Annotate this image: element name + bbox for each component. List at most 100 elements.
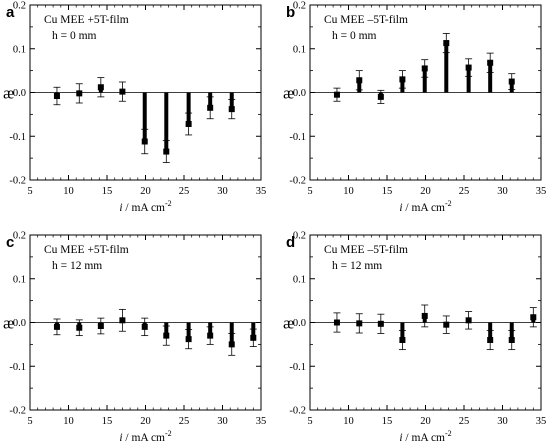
data-point	[228, 106, 235, 113]
y-tick-label: 0.2	[13, 231, 26, 242]
y-tick-label: 0.2	[293, 1, 306, 12]
x-tick-label: 5	[307, 416, 312, 427]
data-point	[207, 332, 214, 339]
data-bar	[444, 43, 449, 93]
panel-c: -0.2 -0.1 0.0 0.1 0.2 5 10 15 20 25 30 35 c Cu MEE +5…	[3, 231, 266, 445]
data-bar	[164, 92, 169, 152]
x-tick-label: 15	[382, 186, 393, 197]
data-point	[399, 337, 406, 343]
x-axis-label-symbol: i	[119, 202, 122, 214]
x-tick-label: 15	[102, 186, 113, 197]
x-tick-label: 25	[459, 416, 470, 427]
data-point	[356, 77, 363, 84]
x-axis-label-exponent: -2	[445, 199, 452, 208]
data-point	[487, 337, 494, 343]
data-point	[377, 93, 384, 100]
data-point	[97, 323, 104, 329]
x-tick-label: 5	[307, 186, 312, 197]
y-tick-label: -0.1	[289, 132, 306, 143]
x-tick-label: 20	[420, 416, 431, 427]
data-point	[377, 320, 384, 327]
data-point	[399, 76, 406, 83]
data-point	[119, 88, 126, 95]
x-tick-label: 5	[27, 186, 32, 197]
x-tick-label: 30	[217, 186, 228, 197]
data-point	[53, 93, 60, 99]
y-tick-label: -0.2	[9, 406, 26, 417]
x-axis-label-unit: / mA cm	[123, 202, 166, 214]
data-point	[530, 314, 537, 321]
data-point	[443, 40, 450, 47]
panel-d: -0.2 -0.1 0.0 0.1 0.2 5 10 15 20 25 30 35 d Cu MEE –5…	[283, 231, 546, 445]
data-point	[333, 91, 340, 98]
data-point	[443, 321, 450, 328]
data-point	[119, 317, 126, 324]
data-point	[421, 65, 428, 72]
annotation-sample: Cu MEE –5T-film	[324, 14, 408, 26]
data-point	[163, 332, 170, 339]
x-axis-label: i / mA cm-2	[399, 199, 451, 214]
x-tick-label: 20	[140, 186, 151, 197]
y-tick-label: -0.1	[9, 132, 26, 143]
panel-label: b	[286, 4, 295, 21]
annotation-sample: Cu MEE +5T-film	[44, 14, 129, 26]
data-point	[207, 104, 214, 111]
annotation-height: h = 12 mm	[332, 260, 382, 272]
y-tick-label: 0.1	[293, 44, 306, 55]
data-point	[228, 341, 235, 348]
panel-a: -0.2 -0.1 0.0 0.1 0.2 5 10 15 20 25 30 35 a Cu MEE +5…	[3, 1, 266, 215]
y-tick-label: 0.1	[293, 274, 306, 285]
x-axis-label-symbol: i	[399, 432, 402, 444]
x-tick-label: 10	[343, 416, 354, 427]
annotation-sample: Cu MEE –5T-film	[324, 244, 408, 256]
x-tick-label: 35	[536, 186, 547, 197]
data-point	[333, 319, 340, 326]
x-tick-label: 25	[179, 416, 190, 427]
y-tick-label: 0.0	[13, 318, 26, 329]
y-tick-label: 0.1	[13, 44, 26, 55]
data-point	[185, 121, 192, 127]
x-tick-label: 20	[420, 186, 431, 197]
panel-label: c	[6, 234, 14, 251]
y-axis-label: æ	[283, 314, 294, 333]
x-axis-label-exponent: -2	[165, 199, 172, 208]
annotation-height: h = 0 mm	[332, 30, 377, 42]
data-point	[508, 78, 515, 85]
y-axis-label: æ	[283, 84, 294, 103]
x-axis-label-exponent: -2	[445, 429, 452, 438]
x-tick-label: 20	[140, 416, 151, 427]
x-tick-label: 30	[217, 416, 228, 427]
x-axis-label-symbol: i	[119, 432, 122, 444]
data-bar	[422, 68, 427, 93]
panel-label: a	[6, 4, 15, 21]
y-tick-label: 0.0	[293, 318, 306, 329]
data-point	[508, 337, 515, 343]
x-tick-label: 15	[102, 416, 113, 427]
x-tick-label: 35	[536, 416, 547, 427]
data-point	[141, 323, 148, 330]
x-axis-label-unit: / mA cm	[403, 202, 446, 214]
data-point	[76, 324, 83, 331]
x-axis-label-exponent: -2	[165, 429, 172, 438]
panel-b: -0.2 -0.1 0.0 0.1 0.2 5 10 15 20 25 30 35 b Cu MEE –5…	[283, 1, 546, 215]
x-tick-label: 10	[63, 186, 74, 197]
data-point	[76, 90, 83, 97]
x-tick-label: 25	[179, 186, 190, 197]
x-axis-label-unit: / mA cm	[123, 432, 166, 444]
y-tick-label: 0.2	[293, 231, 306, 242]
x-axis-label-symbol: i	[399, 202, 402, 214]
x-tick-label: 25	[459, 186, 470, 197]
y-tick-label: 0.1	[13, 274, 26, 285]
panel-label: d	[286, 234, 295, 251]
x-axis-label: i / mA cm-2	[399, 429, 451, 444]
data-point	[465, 317, 472, 324]
annotation-sample: Cu MEE +5T-film	[44, 244, 129, 256]
data-point	[421, 312, 428, 319]
data-point	[185, 336, 192, 343]
data-bar	[466, 67, 471, 93]
y-tick-label: 0.0	[293, 88, 306, 99]
data-point	[53, 323, 60, 330]
annotation-height: h = 0 mm	[52, 30, 97, 42]
y-tick-label: -0.1	[289, 362, 306, 373]
data-point	[250, 334, 257, 341]
